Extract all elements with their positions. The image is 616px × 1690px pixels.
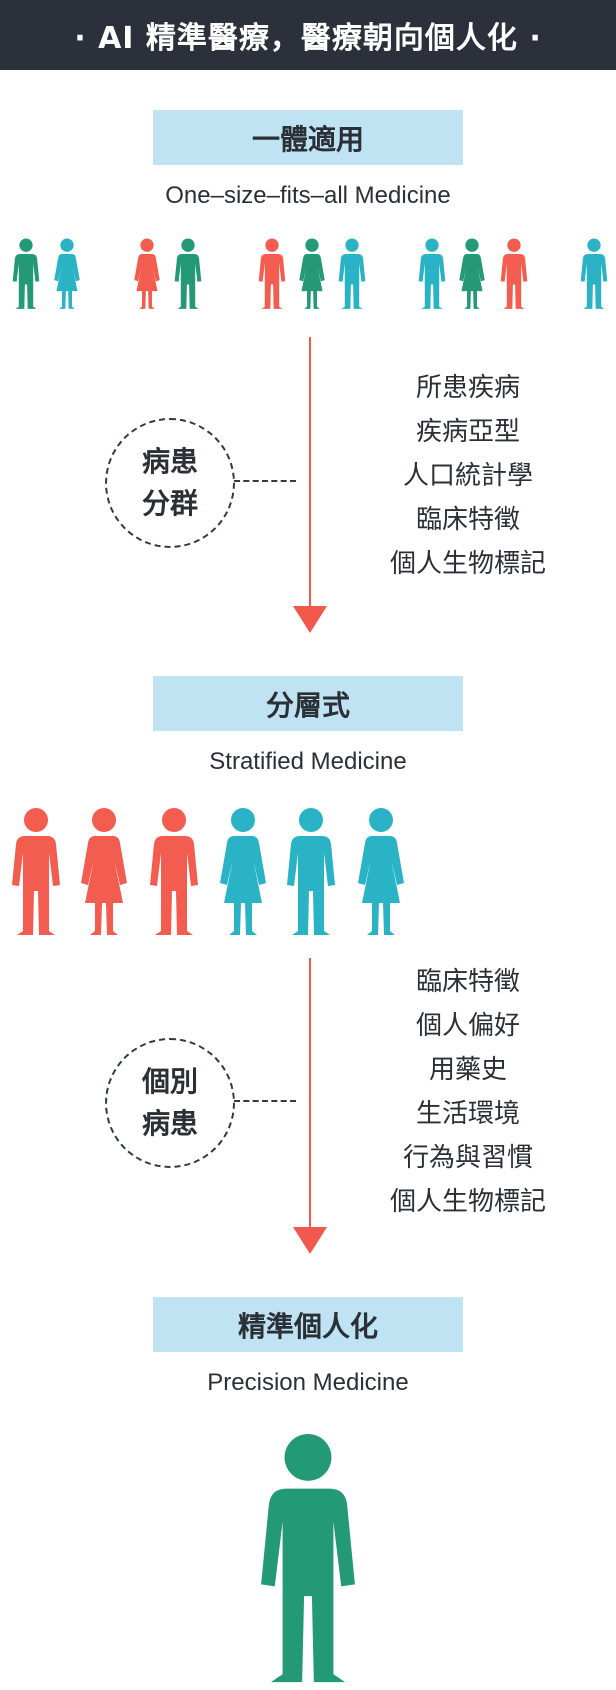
person-figure: [338, 238, 366, 310]
male-person-icon: [338, 238, 366, 309]
arrow-head-1: [293, 606, 327, 633]
factor-item: 生活環境: [415, 1099, 520, 1129]
factor-list-2: 臨床特徵 個人偏好 用藥史 生活環境 行為與習慣 個人生物標記: [378, 960, 558, 1224]
stage-precision-label: 精準個人化: [153, 1297, 463, 1352]
circle-1-line-2: 分群: [141, 487, 198, 520]
stage-stratified-title: 分層式: [265, 688, 350, 722]
person-figure: [298, 238, 326, 310]
person-figure: [286, 807, 336, 937]
factor-item: 疾病亞型: [415, 417, 520, 447]
arrow-head-2: [293, 1227, 327, 1254]
factor-item: 個人偏好: [415, 1011, 520, 1041]
circle-1-line-1: 病患: [141, 445, 198, 478]
factor-item: 用藥史: [428, 1055, 507, 1085]
factor-list-1: 所患疾病 疾病亞型 人口統計學 臨床特徵 個人生物標記: [378, 366, 558, 586]
male-person-icon: [258, 238, 286, 309]
male-person-icon: [150, 808, 198, 935]
factor-item: 個人生物標記: [389, 1187, 546, 1217]
header-title: · AI 精準醫療，醫療朝向個人化 ·: [74, 21, 542, 56]
person-figure: [12, 238, 40, 310]
male-person-icon: [261, 1433, 355, 1683]
stage-one-size-label: 一體適用: [153, 110, 463, 165]
person-figure: [458, 238, 486, 310]
person-figure: [53, 238, 81, 310]
female-person-icon: [81, 808, 127, 935]
female-person-icon: [220, 808, 266, 935]
male-person-icon: [580, 238, 608, 309]
factor-item: 人口統計學: [402, 461, 533, 491]
stage-precision-title: 精準個人化: [237, 1309, 378, 1343]
circle-2-line-2: 病患: [141, 1107, 198, 1140]
factor-item: 臨床特徵: [415, 967, 520, 997]
stage-precision-subtitle: Precision Medicine: [207, 1369, 409, 1396]
male-person-icon: [12, 808, 60, 935]
female-person-icon: [134, 238, 160, 309]
dashed-connector-2: [234, 1100, 296, 1102]
arrow-line-1: [309, 337, 311, 607]
male-person-icon: [500, 238, 528, 309]
female-person-icon: [299, 238, 325, 309]
male-person-icon: [174, 238, 202, 309]
person-figure: [133, 238, 161, 310]
grouping-circle-2: 個別 病患: [105, 1038, 235, 1168]
arrow-line-2: [309, 958, 311, 1228]
person-figure: [149, 807, 199, 937]
person-figure: [79, 807, 129, 937]
person-figure: [258, 238, 286, 310]
factor-item: 行為與習慣: [402, 1143, 533, 1173]
person-figure: [580, 238, 608, 310]
person-figure: [218, 807, 268, 937]
male-person-icon: [12, 238, 40, 309]
female-person-icon: [459, 238, 485, 309]
female-person-icon: [358, 808, 404, 935]
male-person-icon: [418, 238, 446, 309]
factor-item: 臨床特徵: [415, 505, 520, 535]
circle-2-line-1: 個別: [141, 1065, 198, 1098]
person-figure: [500, 238, 528, 310]
stage-one-size-subtitle: One–size–fits–all Medicine: [165, 182, 451, 209]
factor-item: 個人生物標記: [389, 549, 546, 579]
person-figure: [418, 238, 446, 310]
person-figure: [11, 807, 61, 937]
person-figure: [356, 807, 406, 937]
page-header: · AI 精準醫療，醫療朝向個人化 ·: [0, 0, 616, 70]
stage-stratified-subtitle: Stratified Medicine: [209, 748, 407, 775]
person-figure: [174, 238, 202, 310]
grouping-circle-1: 病患 分群: [105, 418, 235, 548]
stage-one-size-title: 一體適用: [251, 122, 364, 156]
dashed-connector-1: [234, 480, 296, 482]
male-person-icon: [287, 808, 335, 935]
person-figure: [258, 1432, 358, 1686]
stage-stratified-label: 分層式: [153, 676, 463, 731]
female-person-icon: [54, 238, 80, 309]
factor-item: 所患疾病: [415, 373, 520, 403]
